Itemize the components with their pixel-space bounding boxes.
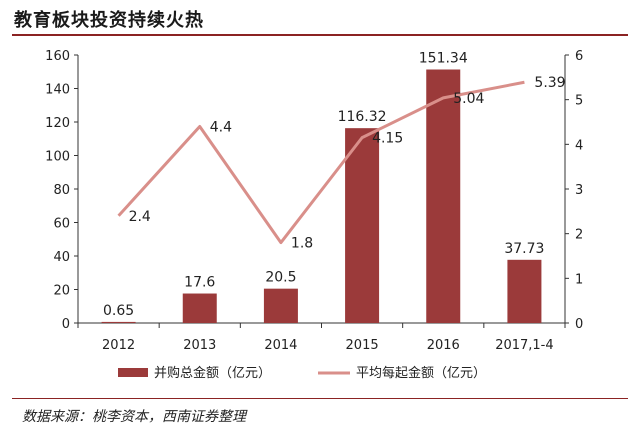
bar-data-label: 0.65	[103, 303, 134, 319]
x-tick-label: 2012	[102, 338, 135, 353]
y-left-tick-label: 60	[53, 217, 70, 232]
line-data-label: 5.04	[453, 91, 484, 107]
y-right-tick-label: 5	[575, 94, 583, 109]
y-right-tick-label: 1	[575, 272, 583, 287]
y-right-tick-label: 3	[575, 183, 583, 198]
y-left-tick-label: 0	[62, 317, 70, 332]
line-data-label: 2.4	[129, 209, 151, 225]
bar-data-label: 151.34	[419, 51, 468, 67]
y-left-tick-label: 160	[45, 49, 70, 64]
line-data-label: 4.15	[372, 131, 403, 147]
bar	[507, 259, 542, 323]
y-right-tick-label: 0	[575, 317, 583, 332]
series-line	[117, 80, 525, 245]
bar	[182, 293, 217, 323]
bar-data-label: 37.73	[504, 241, 544, 257]
bar	[426, 69, 461, 324]
y-left-tick-label: 80	[53, 183, 70, 198]
y-left-tick-label: 40	[53, 250, 70, 265]
x-tick-label: 2016	[427, 338, 460, 353]
line-data-label: 4.4	[210, 119, 232, 135]
x-tick-label: 2013	[183, 338, 216, 353]
source-divider	[12, 398, 628, 399]
chart-title: 教育板块投资持续火热	[14, 10, 204, 31]
combo-chart: 0 20 40 60 80 100 120 140 160 0 1 2 3 4 5 6 2012 2013 2014…	[45, 49, 583, 381]
bar-data-label: 116.32	[338, 109, 387, 125]
bar-data-label: 20.5	[265, 270, 296, 286]
line-data-label: 1.8	[291, 236, 313, 252]
bar	[263, 288, 298, 323]
y-left-tick-label: 140	[45, 83, 70, 98]
x-tick-label: 2017,1-4	[495, 338, 553, 353]
bar-data-label: 17.6	[184, 275, 215, 291]
bar	[101, 321, 136, 323]
source-note: 数据来源：桃李资本，西南证券整理	[22, 409, 246, 425]
y-right-tick-label: 6	[575, 49, 583, 64]
y-right-tick-label: 4	[575, 138, 583, 153]
legend-bar-label: 并购总金额（亿元）	[154, 365, 271, 381]
line-data-label: 5.39	[534, 75, 565, 91]
bar	[345, 128, 380, 323]
legend-bar-swatch	[118, 368, 148, 377]
x-tick-label: 2014	[264, 338, 297, 353]
legend-line-label: 平均每起金额（亿元）	[356, 365, 486, 381]
y-left-tick-label: 100	[45, 150, 70, 165]
y-left-tick-label: 120	[45, 116, 70, 131]
x-tick-label: 2015	[346, 338, 379, 353]
title-divider	[12, 34, 628, 36]
y-right-tick-label: 2	[575, 228, 583, 243]
y-left-tick-label: 20	[53, 284, 70, 299]
